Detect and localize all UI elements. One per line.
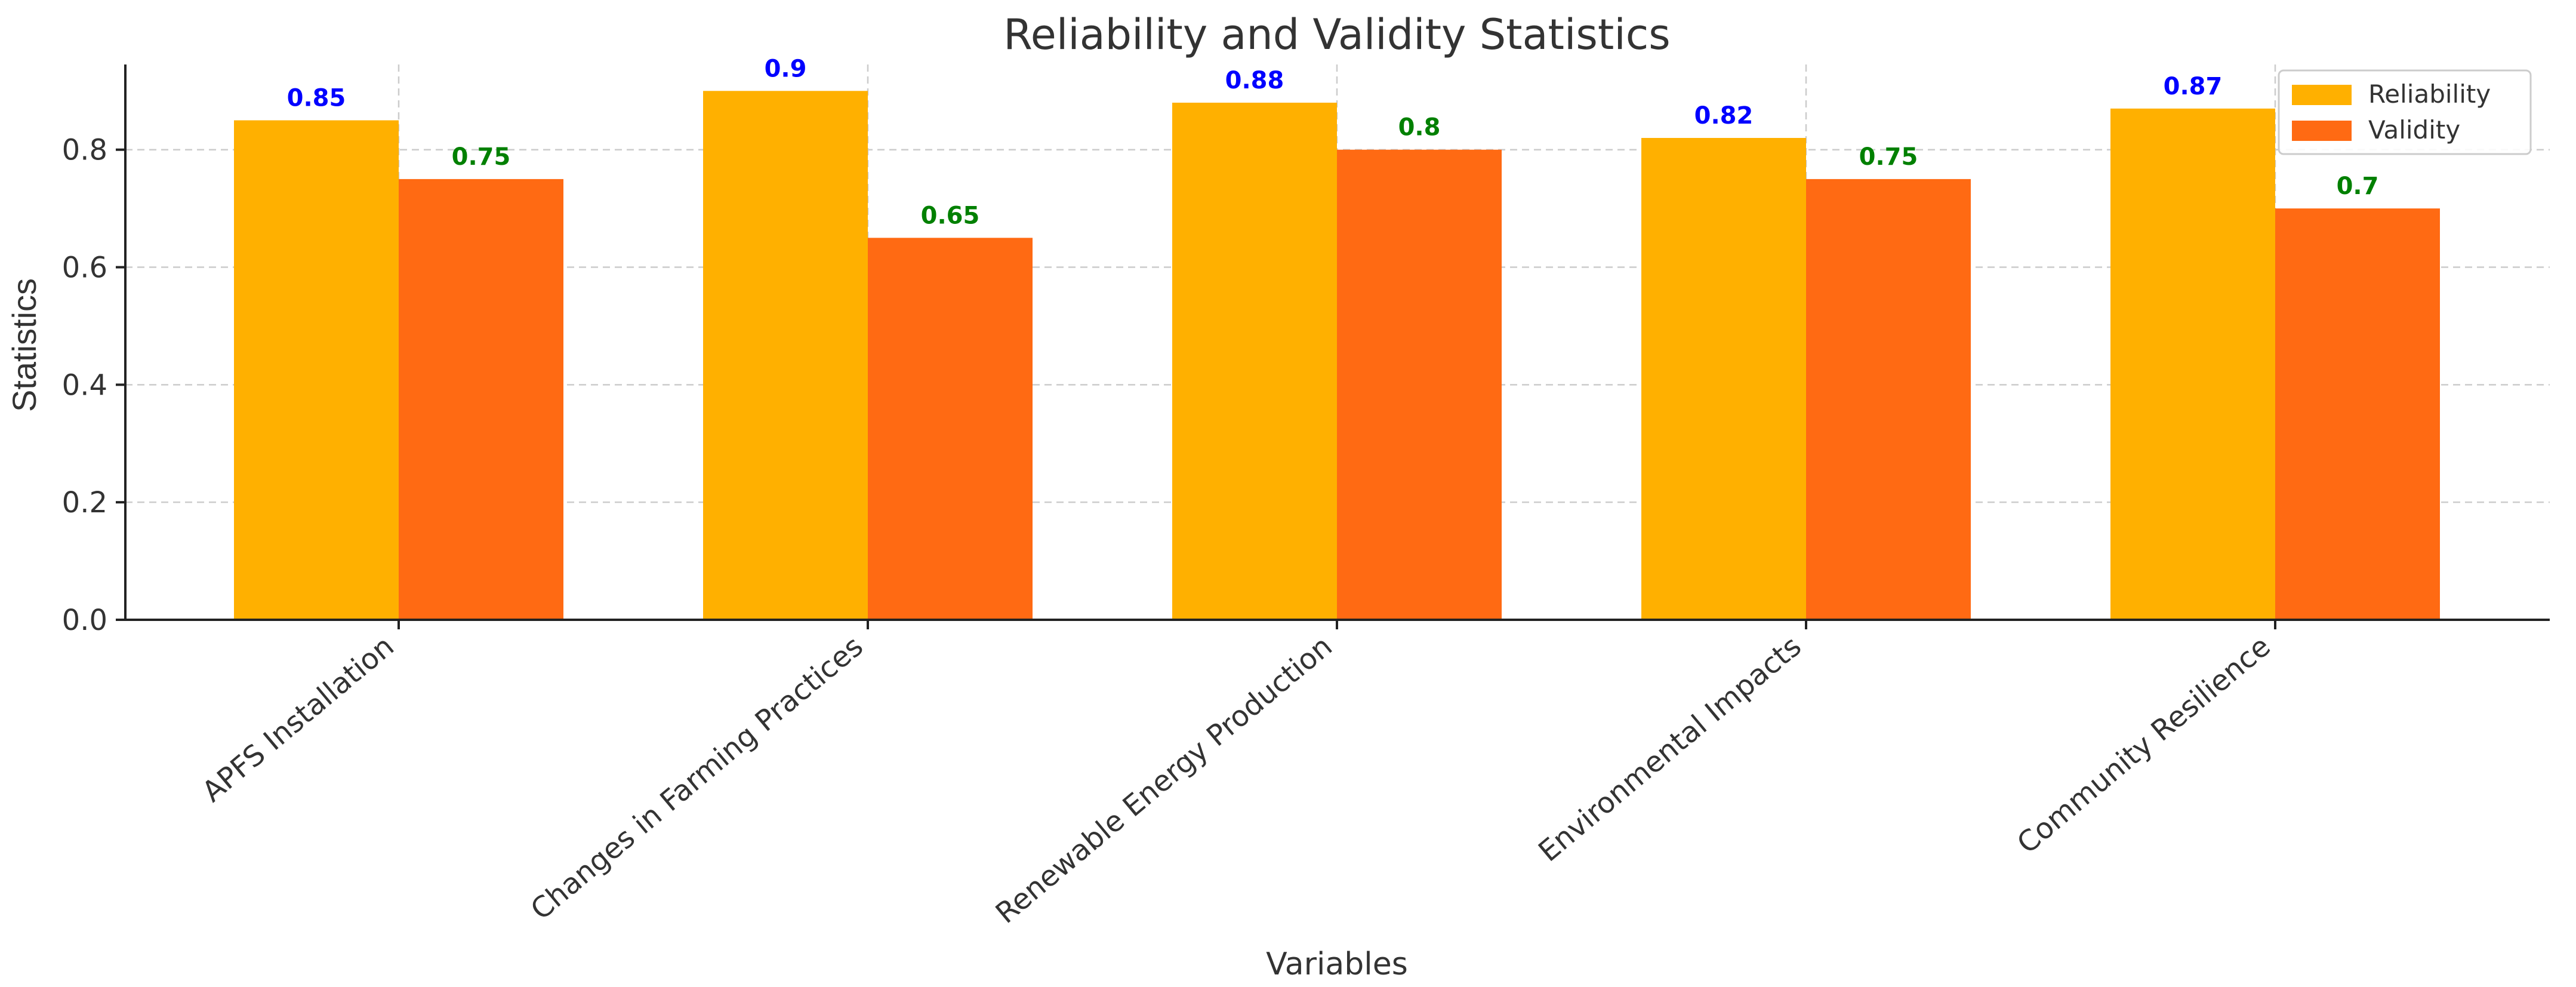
legend-label-reliability: Reliability (2368, 79, 2491, 109)
data-label-validity: 0.75 (452, 143, 511, 171)
x-axis-title: Variables (1266, 946, 1408, 982)
y-axis-title: Statistics (5, 278, 43, 412)
data-label-reliability: 0.85 (287, 84, 346, 112)
data-label-validity: 0.75 (1859, 143, 1918, 171)
legend-swatch-reliability (2292, 85, 2352, 105)
bar-validity (1806, 179, 1971, 620)
legend-swatch-validity (2292, 121, 2352, 141)
bar-validity (399, 179, 563, 620)
x-tick-label: Renewable Energy Production (990, 629, 1339, 930)
bar-reliability (1641, 138, 1806, 620)
x-tick-label: Community Resilience (2011, 629, 2277, 860)
data-label-validity: 0.65 (921, 202, 980, 229)
data-label-reliability: 0.82 (1694, 102, 1754, 130)
bar-reliability (1172, 102, 1337, 620)
bar-reliability (703, 91, 868, 620)
bars-layer (234, 91, 2440, 620)
data-labels-layer: 0.85 0.9 0.88 0.82 0.87 0.75 0.65 0.8 0.75 0.7 (287, 55, 2379, 229)
y-tick-label: 0.6 (62, 251, 107, 285)
data-label-validity: 0.8 (1398, 114, 1441, 142)
chart-title: Reliability and Validity Statistics (1003, 10, 1670, 59)
legend-label-validity: Validity (2368, 115, 2460, 144)
data-label-reliability: 0.88 (1225, 67, 1284, 94)
data-label-validity: 0.7 (2337, 173, 2379, 200)
bar-validity (1337, 149, 1502, 620)
data-label-reliability: 0.9 (765, 55, 807, 82)
y-tick-label: 0.0 (62, 604, 107, 637)
legend: Reliability Validity (2278, 69, 2532, 155)
y-tick-label: 0.2 (62, 486, 107, 519)
bar-reliability (2110, 108, 2275, 620)
bar-validity (868, 238, 1033, 620)
bar-reliability (234, 120, 399, 620)
x-tick-label: APFS Installation (196, 629, 400, 808)
x-tick-label: Changes in Farming Practices (525, 629, 870, 927)
y-tick-label: 0.4 (62, 368, 107, 402)
bar-validity (2275, 208, 2440, 620)
data-label-reliability: 0.87 (2164, 73, 2223, 100)
x-tick-label: Environmental Impacts (1532, 629, 1808, 868)
y-tick-label: 0.8 (62, 134, 107, 167)
